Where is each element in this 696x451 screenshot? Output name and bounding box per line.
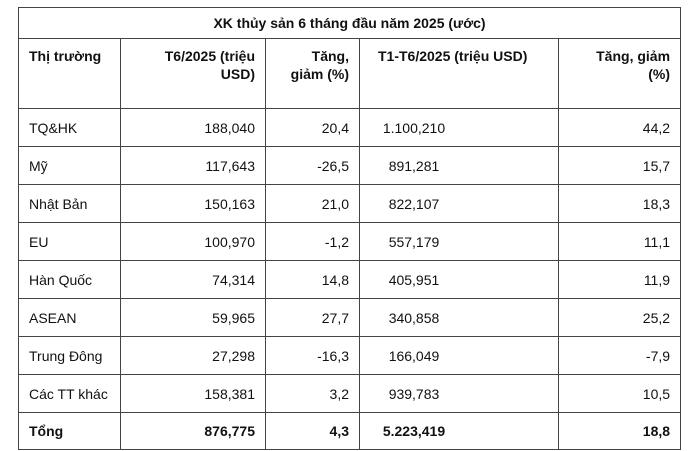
cell-market: Các TT khác bbox=[18, 374, 121, 413]
cell-change-t6: -26,5 bbox=[265, 146, 360, 185]
total-change-t1-t6: 18,8 bbox=[557, 412, 682, 450]
header-row: Thị trường T6/2025 (triệu USD) Tăng, giảm … bbox=[18, 38, 682, 109]
cell-change-t1-t6: 44,2 bbox=[557, 108, 682, 147]
cell-market: Hàn Quốc bbox=[18, 260, 121, 299]
cell-market: Trung Đông bbox=[18, 336, 121, 375]
table-row: ASEAN 59,965 27,7 340,858 25,2 bbox=[18, 298, 682, 337]
cell-change-t6: 3,2 bbox=[265, 374, 360, 413]
title-row: XK thủy sản 6 tháng đầu năm 2025 (ước) bbox=[17, 7, 682, 39]
cell-change-t1-t6: 10,5 bbox=[557, 374, 682, 413]
table-row: Mỹ 117,643 -26,5 891,281 15,7 bbox=[18, 146, 682, 185]
cell-market: Mỹ bbox=[18, 146, 121, 185]
total-t1-t6: 5.223,419 bbox=[359, 412, 559, 450]
header-market: Thị trường bbox=[18, 38, 121, 109]
cell-t6: 74,314 bbox=[120, 260, 266, 299]
cell-change-t6: -16,3 bbox=[265, 336, 360, 375]
cell-market: EU bbox=[18, 222, 121, 261]
cell-market: ASEAN bbox=[18, 298, 121, 337]
cell-t1-t6: 939,783 bbox=[359, 374, 559, 413]
table-row: Nhật Bản 150,163 21,0 822,107 18,3 bbox=[18, 184, 682, 223]
cell-change-t1-t6: -7,9 bbox=[557, 336, 682, 375]
cell-t6: 59,965 bbox=[120, 298, 266, 337]
table-row: Trung Đông 27,298 -16,3 166,049 -7,9 bbox=[18, 336, 682, 375]
table-container: XK thủy sản 6 tháng đầu năm 2025 (ước) T… bbox=[17, 7, 682, 450]
cell-t1-t6: 822,107 bbox=[359, 184, 559, 223]
cell-change-t1-t6: 11,9 bbox=[557, 260, 682, 299]
cell-t6: 188,040 bbox=[120, 108, 266, 147]
table-row: EU 100,970 -1,2 557,179 11,1 bbox=[18, 222, 682, 261]
cell-market: Nhật Bản bbox=[18, 184, 121, 223]
header-change-t1-t6: Tăng, giảm (%) bbox=[557, 38, 682, 109]
cell-change-t6: -1,2 bbox=[265, 222, 360, 261]
cell-t1-t6: 891,281 bbox=[359, 146, 559, 185]
cell-t1-t6: 1.100,210 bbox=[359, 108, 559, 147]
cell-change-t1-t6: 18,3 bbox=[557, 184, 682, 223]
total-change-t6: 4,3 bbox=[265, 412, 360, 450]
cell-t6: 150,163 bbox=[120, 184, 266, 223]
cell-t1-t6: 405,951 bbox=[359, 260, 559, 299]
cell-change-t6: 14,8 bbox=[265, 260, 360, 299]
cell-market: TQ&HK bbox=[18, 108, 121, 147]
cell-t1-t6: 340,858 bbox=[359, 298, 559, 337]
cell-t6: 100,970 bbox=[120, 222, 266, 261]
table-row: Hàn Quốc 74,314 14,8 405,951 11,9 bbox=[18, 260, 682, 299]
header-t6: T6/2025 (triệu USD) bbox=[120, 38, 266, 109]
cell-change-t1-t6: 25,2 bbox=[557, 298, 682, 337]
table-row: TQ&HK 188,040 20,4 1.100,210 44,2 bbox=[18, 108, 682, 147]
cell-change-t6: 21,0 bbox=[265, 184, 360, 223]
table-row: Các TT khác 158,381 3,2 939,783 10,5 bbox=[18, 374, 682, 413]
cell-t6: 117,643 bbox=[120, 146, 266, 185]
cell-t6: 27,298 bbox=[120, 336, 266, 375]
table-title: XK thủy sản 6 tháng đầu năm 2025 (ước) bbox=[17, 7, 682, 39]
cell-change-t1-t6: 15,7 bbox=[557, 146, 682, 185]
cell-change-t6: 27,7 bbox=[265, 298, 360, 337]
cell-change-t6: 20,4 bbox=[265, 108, 360, 147]
total-t6: 876,775 bbox=[120, 412, 266, 450]
header-change-t6: Tăng, giảm (%) bbox=[265, 38, 360, 109]
cell-t1-t6: 557,179 bbox=[359, 222, 559, 261]
cell-t1-t6: 166,049 bbox=[359, 336, 559, 375]
cell-t6: 158,381 bbox=[120, 374, 266, 413]
total-label: Tổng bbox=[18, 412, 121, 450]
total-row: Tổng 876,775 4,3 5.223,419 18,8 bbox=[18, 412, 682, 450]
cell-change-t1-t6: 11,1 bbox=[557, 222, 682, 261]
header-t1-t6: T1-T6/2025 (triệu USD) bbox=[359, 38, 559, 109]
export-table: XK thủy sản 6 tháng đầu năm 2025 (ước) T… bbox=[17, 7, 682, 450]
